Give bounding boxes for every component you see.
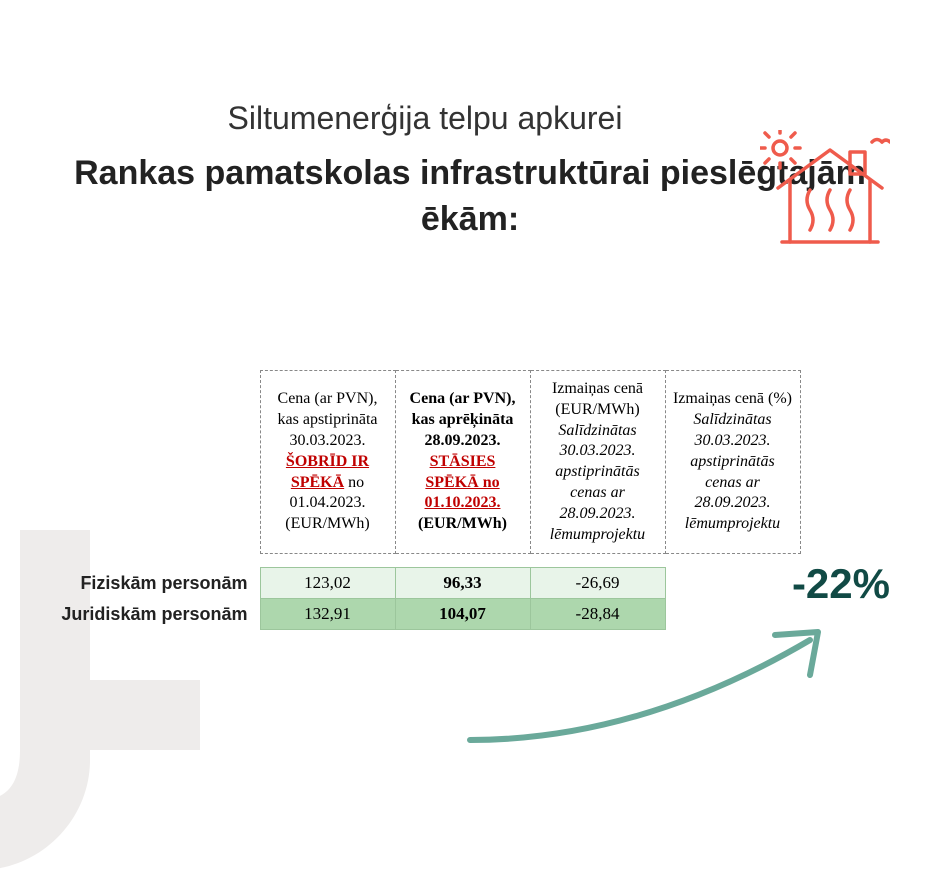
cell: 96,33 xyxy=(395,568,530,599)
price-table: Cena (ar PVN), kas apstiprināta 30.03.20… xyxy=(50,370,801,630)
cell: 132,91 xyxy=(260,599,395,630)
arrow-icon xyxy=(460,620,840,760)
col-header-4: Izmaiņas cenā (%) Salīdzinātas 30.03.202… xyxy=(665,371,800,554)
cell: -26,69 xyxy=(530,568,665,599)
price-table-container: Cena (ar PVN), kas apstiprināta 30.03.20… xyxy=(50,370,900,630)
house-heating-icon xyxy=(760,130,890,250)
row-label-legal: Juridiskām personām xyxy=(50,599,260,630)
col-header-2: Cena (ar PVN), kas aprēķināta 28.09.2023… xyxy=(395,371,530,554)
col-header-1: Cena (ar PVN), kas apstiprināta 30.03.20… xyxy=(260,371,395,554)
col-header-3: Izmaiņas cenā (EUR/MWh) Salīdzinātas 30.… xyxy=(530,371,665,554)
cell: 123,02 xyxy=(260,568,395,599)
percent-change: -22% xyxy=(792,560,890,608)
row-label-physical: Fiziskām personām xyxy=(50,568,260,599)
table-row: Fiziskām personām 123,02 96,33 -26,69 xyxy=(50,568,800,599)
